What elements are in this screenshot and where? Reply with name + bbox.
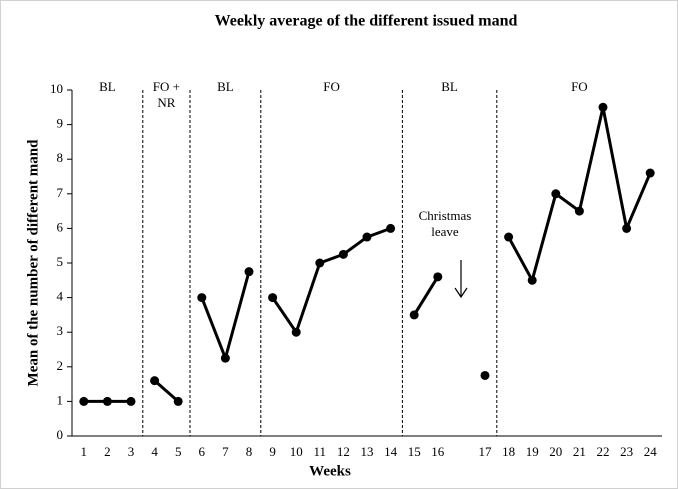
marker [409,310,419,320]
phase-label: BL [217,79,234,94]
x-tick-label: 12 [337,444,350,459]
y-tick-label: 8 [57,150,64,165]
x-tick-label: 11 [314,444,327,459]
line [412,276,440,316]
marker [504,232,514,242]
phase-label: FO [323,79,340,94]
y-tick-label: 1 [57,392,64,407]
x-tick-label: 9 [269,444,276,459]
chart-title: Weekly average of the different issued m… [215,13,518,30]
marker [173,396,183,406]
y-tick-label: 5 [57,254,64,269]
x-tick-label: 3 [128,444,135,459]
y-tick-label: 7 [57,185,64,200]
x-tick-label: 10 [290,444,303,459]
marker [102,396,112,406]
x-tick-label: 13 [361,444,374,459]
marker [220,353,230,363]
marker [574,206,584,216]
marker [244,267,254,277]
x-tick-label: 7 [222,444,229,459]
y-tick-label: 0 [57,427,64,442]
x-tick-label: 4 [151,444,158,459]
marker [79,396,89,406]
marker [433,272,443,282]
marker [386,223,396,233]
x-axis-title: Weeks [309,463,351,479]
x-tick-label: 5 [175,444,182,459]
x-tick-label: 22 [597,444,610,459]
marker [551,189,561,199]
x-tick-label: 16 [431,444,445,459]
y-tick-label: 9 [57,116,64,131]
x-tick-label: 15 [408,444,421,459]
marker [598,102,608,112]
marker [645,168,655,178]
x-tick-label: 19 [526,444,539,459]
marker [315,258,325,268]
x-tick-label: 20 [549,444,562,459]
phase-label: BL [441,79,458,94]
marker [527,275,537,285]
phase-label: FO [571,79,588,94]
marker [126,396,136,406]
x-tick-label: 23 [620,444,633,459]
y-tick-label: 6 [57,219,64,234]
x-tick-label: 21 [573,444,586,459]
marker [291,327,301,337]
y-tick-label: 10 [50,81,63,96]
marker [338,249,348,259]
marker [480,370,490,380]
line [153,379,180,403]
marker [268,293,278,303]
phase-label: BL [99,79,116,94]
arrow-head [454,287,468,299]
x-tick-label: 17 [479,444,493,459]
x-tick-label: 18 [502,444,515,459]
x-tick-label: 14 [384,444,398,459]
x-tick-label: 6 [199,444,206,459]
y-tick-label: 4 [57,289,64,304]
y-tick-label: 2 [57,358,64,373]
x-tick-label: 1 [81,444,88,459]
x-tick-label: 8 [246,444,253,459]
marker [197,293,207,303]
marker [622,223,632,233]
y-axis-title: Mean of the number of different mand [25,139,41,387]
y-tick-label: 3 [57,323,64,338]
x-tick-label: 2 [104,444,111,459]
x-tick-label: 24 [644,444,658,459]
phase-label: FO + NR [152,79,180,110]
marker [150,376,160,386]
annotation: Christmas leave [418,208,472,239]
marker [362,232,372,242]
